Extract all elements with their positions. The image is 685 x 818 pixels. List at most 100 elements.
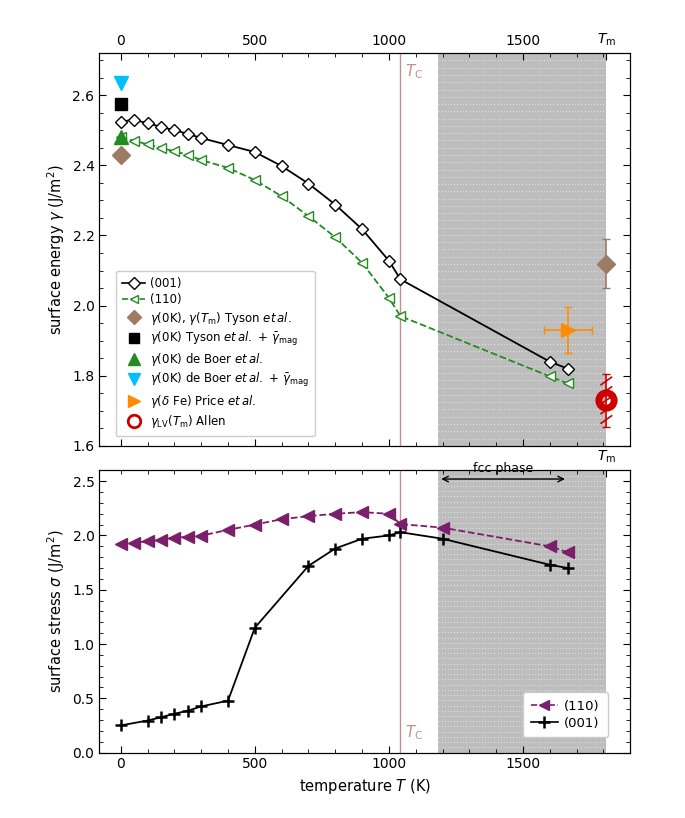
Point	[489, 600, 500, 613]
Point	[536, 506, 547, 519]
Point	[530, 207, 540, 220]
Point	[458, 521, 469, 534]
Point	[505, 330, 516, 344]
Point	[573, 641, 584, 654]
Point	[592, 134, 603, 147]
Point	[451, 673, 462, 686]
Point	[492, 527, 503, 540]
Point	[486, 207, 497, 220]
Point	[579, 699, 590, 712]
Point	[532, 485, 543, 498]
Point	[511, 228, 522, 241]
Point	[592, 61, 603, 74]
Point	[520, 170, 531, 183]
Point	[508, 163, 519, 176]
Point	[467, 308, 478, 321]
Point	[508, 689, 519, 702]
Point	[538, 537, 549, 550]
Point	[520, 301, 531, 314]
Point	[566, 83, 577, 96]
Point	[545, 155, 556, 169]
Point	[558, 527, 569, 540]
Point	[601, 589, 612, 602]
Point	[573, 547, 584, 560]
Point	[508, 112, 519, 125]
Point	[548, 279, 559, 292]
Point	[532, 69, 543, 82]
Point	[498, 403, 509, 416]
Point	[464, 595, 475, 608]
Point	[471, 501, 482, 514]
Point	[486, 338, 497, 351]
Point	[545, 621, 556, 634]
Point	[560, 521, 571, 534]
Point	[514, 381, 525, 394]
Point	[582, 243, 593, 256]
Point	[576, 148, 587, 161]
Point	[548, 228, 559, 241]
Point	[471, 631, 482, 644]
Point	[498, 308, 509, 321]
Point	[601, 69, 612, 82]
Point	[483, 495, 494, 508]
Point	[501, 432, 512, 445]
Point	[451, 621, 462, 634]
Point	[551, 344, 562, 357]
Point	[573, 90, 584, 103]
Point	[436, 308, 447, 321]
Point	[477, 699, 488, 712]
Point	[517, 678, 528, 691]
Point	[554, 715, 565, 728]
Point	[479, 148, 490, 161]
Point	[449, 47, 460, 60]
Point	[601, 352, 612, 365]
Point	[570, 200, 581, 213]
Point	[564, 735, 575, 748]
Point	[598, 579, 609, 592]
Point	[479, 236, 490, 249]
Point	[523, 207, 534, 220]
Point	[451, 279, 462, 292]
Point	[536, 178, 547, 191]
Point	[517, 715, 528, 728]
Point	[517, 112, 528, 125]
Point	[566, 47, 577, 60]
Point	[508, 432, 519, 445]
Point	[508, 626, 519, 639]
Point	[560, 366, 571, 380]
Point	[601, 366, 612, 380]
Point	[576, 61, 587, 74]
Point	[542, 432, 553, 445]
Point	[511, 316, 522, 329]
Point	[588, 595, 599, 608]
Point	[483, 279, 494, 292]
Point	[538, 720, 549, 733]
Point	[471, 641, 482, 654]
Point	[536, 636, 547, 649]
Point	[573, 652, 584, 665]
Point	[467, 155, 478, 169]
Point	[433, 610, 444, 623]
Point	[473, 647, 484, 660]
Point	[451, 474, 462, 488]
Point	[601, 286, 612, 299]
Point	[433, 228, 444, 241]
Point	[526, 579, 537, 592]
Point	[495, 425, 506, 438]
Point	[501, 474, 512, 488]
Point	[588, 652, 599, 665]
Point	[554, 155, 565, 169]
Point	[508, 516, 519, 529]
Point	[483, 127, 494, 140]
Point	[558, 294, 569, 307]
Point	[445, 474, 456, 488]
Point	[511, 243, 522, 256]
Point	[598, 389, 609, 402]
Point	[477, 626, 488, 639]
Point	[458, 699, 469, 712]
Point	[579, 725, 590, 738]
Point	[517, 730, 528, 744]
Point	[532, 54, 543, 67]
Point	[548, 464, 559, 477]
Point	[489, 610, 500, 623]
